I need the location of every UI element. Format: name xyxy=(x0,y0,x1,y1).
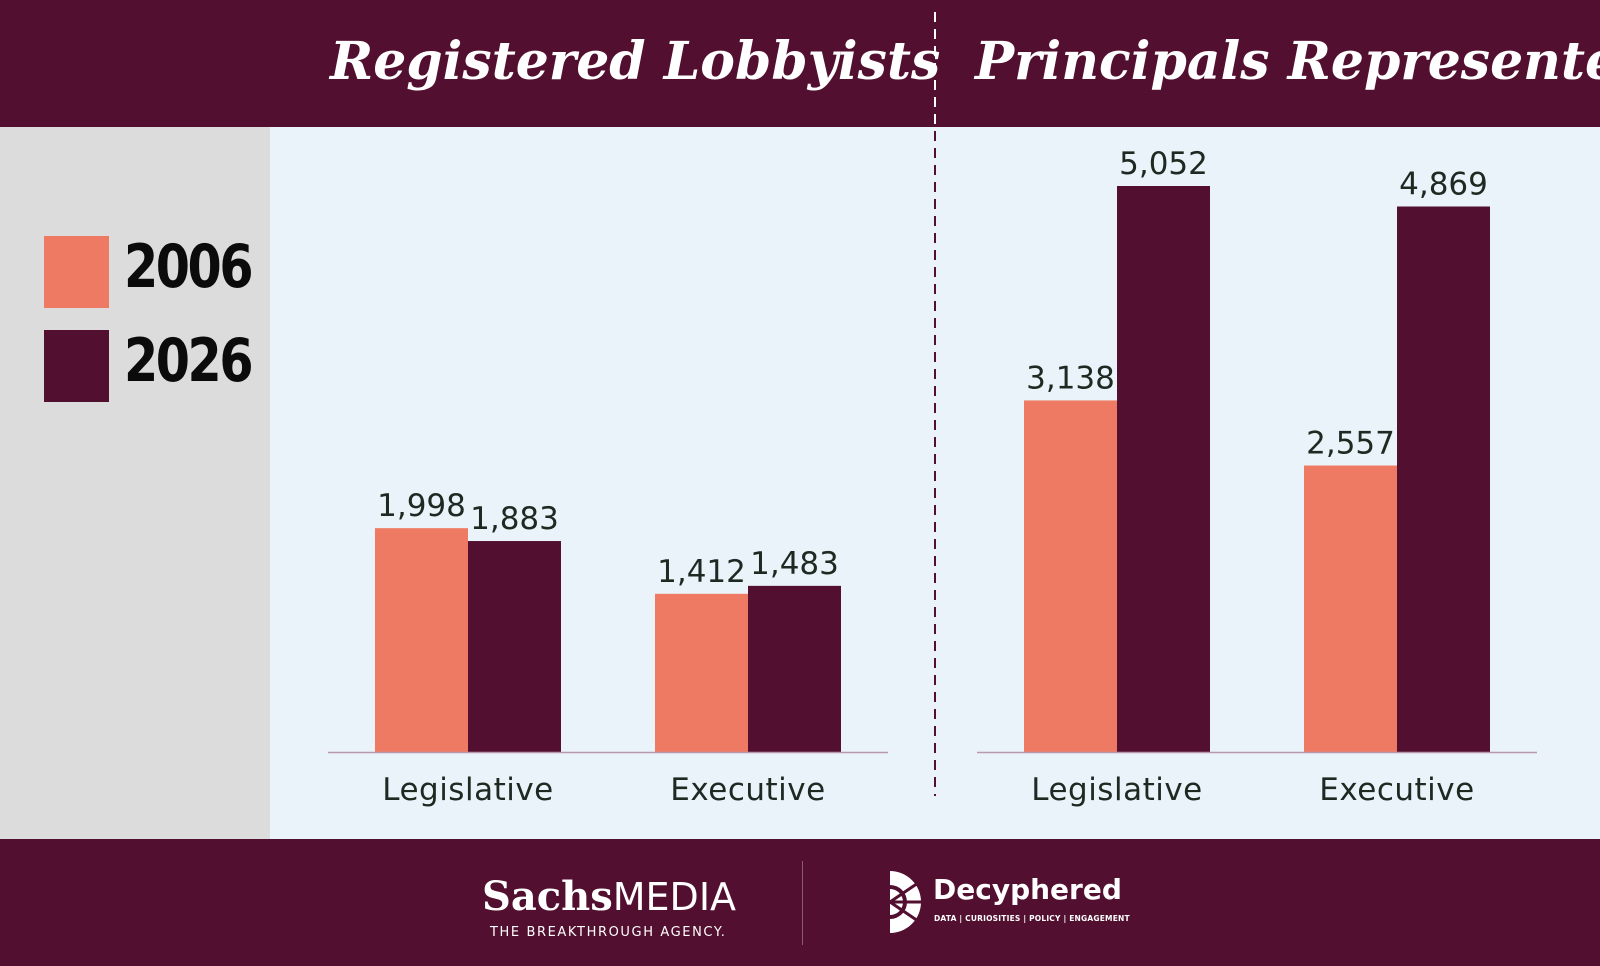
data-label-0-legislative-2006: 1,998 xyxy=(377,488,466,524)
category-label-0-legislative: Legislative xyxy=(382,772,554,808)
category-label-1-legislative: Legislative xyxy=(1031,772,1203,808)
bar-0-executive-2006 xyxy=(655,593,748,752)
legend-swatch-2006 xyxy=(44,236,109,308)
sachs-brand-a: Sachs xyxy=(482,873,613,920)
bar-1-executive-2006 xyxy=(1304,465,1397,752)
bar-0-executive-2026 xyxy=(748,585,841,752)
data-label-0-executive-2006: 1,412 xyxy=(657,554,746,590)
legend: 2006 2026 xyxy=(0,127,270,839)
footer-divider xyxy=(802,861,803,945)
decyphered-logo-icon xyxy=(889,871,922,933)
category-label-0-executive: Executive xyxy=(670,772,825,808)
data-label-1-legislative-2006: 3,138 xyxy=(1026,360,1115,396)
decyphered-tagline: DATA | CURIOSITIES | POLICY | ENGAGEMENT xyxy=(934,914,1130,923)
legend-swatch-2026 xyxy=(44,330,109,402)
data-label-0-executive-2026: 1,483 xyxy=(750,546,839,582)
legend-label-2006: 2006 xyxy=(124,232,254,302)
data-label-0-legislative-2026: 1,883 xyxy=(470,501,559,537)
data-label-1-executive-2026: 4,869 xyxy=(1399,167,1488,203)
bar-1-legislative-2006 xyxy=(1024,400,1117,752)
sachs-media-logo: SachsMEDIA THE BREAKTHROUGH AGENCY. xyxy=(482,873,737,940)
bar-1-legislative-2026 xyxy=(1117,186,1210,752)
footer-band: SachsMEDIA THE BREAKTHROUGH AGENCY. Decy… xyxy=(0,839,1600,966)
sachs-tagline: THE BREAKTHROUGH AGENCY. xyxy=(490,925,727,940)
bar-0-legislative-2006 xyxy=(375,528,468,752)
data-label-1-executive-2006: 2,557 xyxy=(1306,426,1395,462)
header-band: Registered Lobbyists Principals Represen… xyxy=(0,0,1600,127)
decyphered-name: Decyphered xyxy=(933,873,1122,906)
category-label-1-executive: Executive xyxy=(1319,772,1474,808)
sachs-brand-b: MEDIA xyxy=(612,875,737,919)
data-label-1-legislative-2026: 5,052 xyxy=(1119,146,1208,182)
bar-1-executive-2026 xyxy=(1397,206,1490,752)
bar-0-legislative-2026 xyxy=(468,541,561,752)
legend-label-2026: 2026 xyxy=(124,326,254,396)
chart-title-principals-represented: Principals Represented xyxy=(975,31,1600,92)
chart-title-registered-lobbyists: Registered Lobbyists xyxy=(330,31,941,92)
